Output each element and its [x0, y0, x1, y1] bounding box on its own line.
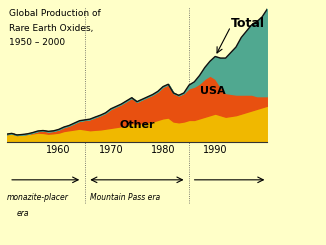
Text: Other: Other [119, 120, 155, 130]
Text: Total: Total [231, 17, 265, 30]
Text: monazite-placer: monazite-placer [7, 193, 68, 202]
Text: Mountain Pass era: Mountain Pass era [90, 193, 160, 202]
Text: Rare Earth Oxides,: Rare Earth Oxides, [9, 24, 94, 33]
Text: 1950 – 2000: 1950 – 2000 [9, 38, 65, 47]
Text: USA: USA [200, 86, 225, 96]
Text: Global Production of: Global Production of [9, 9, 101, 18]
Text: era: era [17, 209, 29, 219]
